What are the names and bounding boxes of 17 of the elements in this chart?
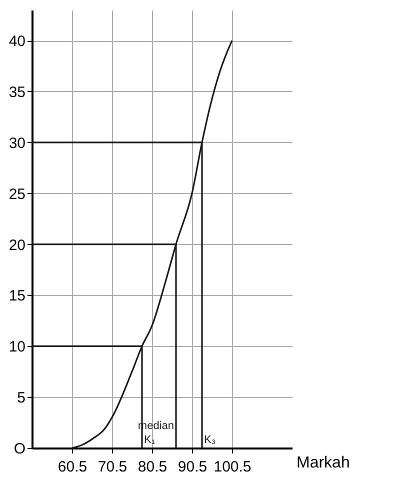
annotation: K₃ [204,434,216,446]
y-tick-label: 20 [8,236,26,254]
y-tick-label: 40 [8,33,26,50]
y-tick-label: O [14,440,26,458]
x-tick-label: 70.5 [98,458,128,476]
y-tick-label: 25 [8,186,26,203]
x-tick-label: 60.5 [58,458,88,476]
y-tick-label: 5 [17,390,26,407]
annotation: K₁ [144,434,156,446]
y-tick-label: 30 [8,134,26,152]
y-tick-label: 15 [8,288,26,305]
x-tick-label: 80.5 [138,458,168,476]
x-tick-label: 90.5 [178,458,208,476]
y-tick-label: 35 [8,84,26,101]
x-tick-label: 100.5 [214,458,252,476]
y-tick-label: 10 [8,338,26,356]
x-axis-title: Markah [296,454,350,472]
